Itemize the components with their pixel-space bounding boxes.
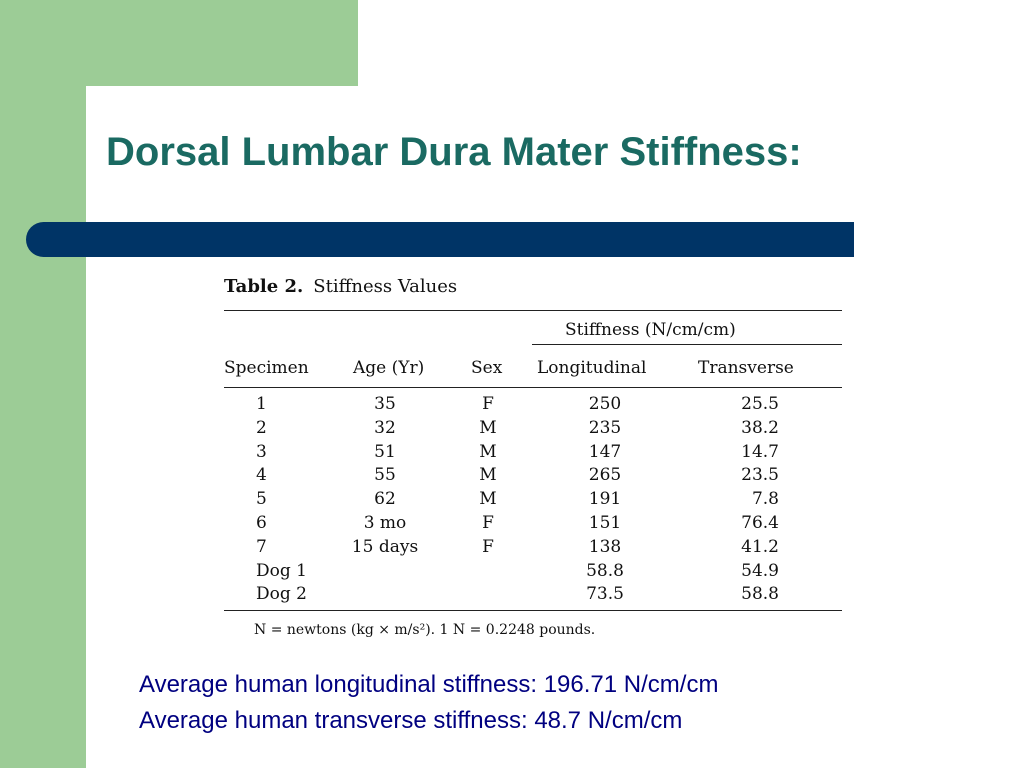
cell-specimen: Dog 2: [256, 584, 307, 605]
header-transverse: Transverse: [698, 358, 794, 378]
header-specimen: Specimen: [224, 358, 309, 378]
stiffness-table: Table 2. Stiffness Values Stiffness (N/cm…: [220, 270, 845, 645]
cell-age: 62: [374, 489, 396, 510]
summary-longitudinal: Average human longitudinal stiffness: 19…: [139, 671, 719, 698]
cell-specimen: Dog 1: [256, 560, 307, 581]
cell-specimen: 7: [256, 536, 267, 557]
table-footnote: N = newtons (kg × m/s²). 1 N = 0.2248 po…: [254, 622, 596, 638]
cell-longitudinal: 250: [588, 394, 622, 414]
cell-age: 3 mo: [363, 513, 407, 533]
cell-age: 35: [374, 394, 396, 414]
table-label: Table 2.: [224, 276, 304, 297]
cell-transverse: 58.8: [741, 584, 779, 605]
cell-specimen: 1: [256, 394, 267, 414]
cell-age: 55: [374, 465, 396, 486]
content-corner: [86, 86, 206, 206]
cell-age: 51: [374, 441, 396, 462]
table-caption: Table 2. Stiffness Values: [224, 276, 457, 297]
cell-specimen: 2: [256, 417, 267, 438]
cell-sex: F: [482, 394, 494, 414]
cell-transverse: 54.9: [741, 560, 779, 581]
cell-transverse: 23.5: [741, 465, 779, 486]
cell-longitudinal: 191: [588, 489, 622, 510]
cell-longitudinal: 58.8: [586, 560, 624, 581]
cell-sex: M: [479, 465, 497, 486]
cell-sex: F: [482, 536, 494, 557]
cell-specimen: 6: [256, 513, 267, 533]
cell-longitudinal: 73.5: [586, 584, 624, 605]
cell-transverse: 25.5: [741, 394, 779, 414]
group-header: Stiffness (N/cm/cm): [565, 320, 736, 340]
cell-longitudinal: 265: [588, 465, 622, 486]
cell-age: 15 days: [351, 536, 419, 557]
header-sex: Sex: [471, 358, 503, 378]
cell-sex: M: [479, 441, 497, 462]
header-longitudinal: Longitudinal: [537, 358, 647, 378]
cell-specimen: 4: [256, 465, 267, 486]
summary-transverse: Average human transverse stiffness: 48.7…: [139, 707, 683, 734]
header-age: Age (Yr): [353, 358, 425, 378]
table-top-rule: [224, 310, 842, 311]
green-top-block: [86, 0, 358, 86]
cell-sex: M: [479, 417, 497, 438]
header-bottom-rule: [224, 387, 842, 388]
cell-longitudinal: 147: [588, 441, 622, 462]
green-side-bar: [0, 0, 86, 768]
cell-longitudinal: 138: [588, 536, 622, 557]
cell-longitudinal: 151: [588, 513, 622, 533]
cell-specimen: 5: [256, 489, 267, 510]
cell-longitudinal: 235: [588, 417, 622, 438]
table-bottom-rule: [224, 610, 842, 611]
cell-transverse: 41.2: [741, 536, 779, 557]
cell-age: 32: [374, 417, 396, 438]
cell-transverse: 76.4: [741, 513, 779, 533]
cell-sex: M: [479, 489, 497, 510]
cell-transverse: 38.2: [741, 417, 779, 438]
table-caption-text: Stiffness Values: [313, 276, 458, 297]
cell-specimen: 3: [256, 441, 267, 462]
group-header-rule: [532, 344, 842, 345]
title-underline-bar: [26, 222, 854, 257]
cell-transverse: 14.7: [741, 441, 779, 462]
slide-title: Dorsal Lumbar Dura Mater Stiffness:: [106, 130, 802, 174]
cell-sex: F: [482, 513, 494, 533]
cell-transverse: 7.8: [751, 489, 779, 510]
